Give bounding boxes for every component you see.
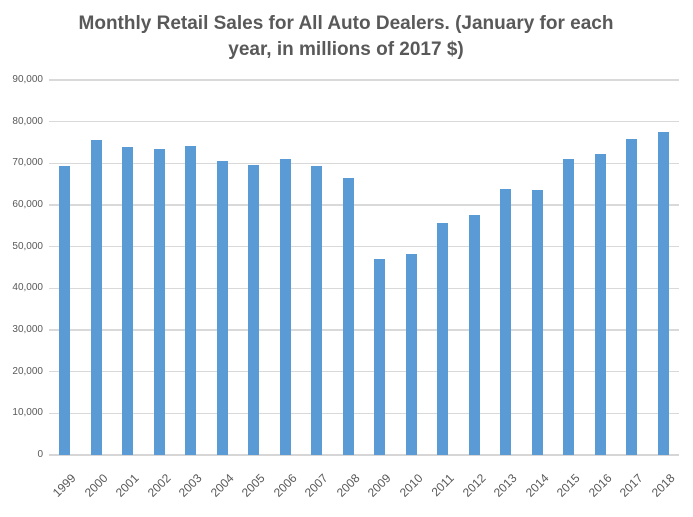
y-tick-label: 30,000 — [12, 324, 43, 335]
bar-2015 — [563, 159, 575, 455]
gridline — [49, 329, 679, 331]
x-tick-label: 2012 — [459, 471, 489, 500]
bar-1999 — [59, 165, 71, 455]
x-tick-label: 2003 — [175, 471, 205, 500]
x-tick-label: 2009 — [364, 471, 394, 500]
bar-2007 — [311, 165, 323, 455]
chart-title: Monthly Retail Sales for All Auto Dealer… — [78, 13, 614, 60]
bar-2001 — [122, 147, 134, 455]
x-tick-label: 2002 — [144, 471, 174, 500]
bar-2005 — [248, 165, 260, 455]
bar-2006 — [279, 159, 291, 455]
y-tick-label: 50,000 — [12, 240, 43, 252]
y-axis: 0 10,000 20,000 30,000 40,000 50,000 60,000 70,… — [0, 74, 44, 460]
x-tick-label: 2017 — [616, 471, 646, 500]
y-tick-label: 0 — [37, 449, 43, 460]
x-tick-label: 2005 — [238, 471, 268, 500]
x-axis: 1999 2000 2001 2002 2003 2004 2005 2006 2007 2008… — [49, 455, 679, 517]
gridline — [49, 79, 679, 81]
bar-2012 — [468, 214, 480, 455]
x-tick-label: 2013 — [490, 471, 520, 500]
x-tick-label: 2006 — [270, 471, 300, 500]
bar-2008 — [342, 177, 354, 455]
bar-2009 — [374, 258, 386, 455]
y-tick-label: 40,000 — [12, 282, 43, 294]
x-axis-line — [49, 454, 679, 456]
y-tick-label: 80,000 — [12, 115, 43, 127]
bar-2010 — [405, 254, 417, 455]
bar-2004 — [216, 160, 228, 455]
x-tick-label: 2008 — [333, 471, 363, 500]
x-tick-label: 2018 — [648, 471, 678, 500]
x-tick-label: 2001 — [112, 471, 142, 500]
plot-area — [49, 79, 679, 456]
bar-2003 — [185, 146, 197, 455]
x-tick-label: 2014 — [522, 471, 552, 500]
x-tick-label: 2011 — [428, 471, 457, 500]
bar-2014 — [531, 190, 543, 455]
x-tick-label: 2004 — [207, 471, 237, 500]
y-tick-label: 70,000 — [12, 157, 43, 169]
gridline — [49, 245, 679, 248]
x-tick-label: 2010 — [396, 471, 426, 500]
x-tick-label: 2015 — [553, 471, 583, 500]
gridline — [49, 412, 679, 415]
bar-2018 — [657, 131, 669, 455]
bar-2000 — [90, 140, 102, 455]
gridline — [49, 370, 679, 373]
y-tick-label: 90,000 — [12, 74, 43, 85]
bar-2011 — [437, 222, 449, 455]
bar-2002 — [153, 149, 165, 455]
y-tick-label: 60,000 — [12, 199, 43, 210]
bar-2016 — [594, 153, 606, 455]
bar-2017 — [626, 139, 638, 455]
gridline — [49, 162, 679, 165]
y-tick-label: 20,000 — [12, 365, 43, 377]
bar-2013 — [500, 189, 512, 455]
x-tick-label: 2007 — [301, 471, 331, 500]
x-tick-label: 1999 — [49, 471, 79, 500]
y-tick-label: 10,000 — [12, 407, 43, 419]
x-tick-label: 2016 — [585, 471, 615, 500]
x-tick-label: 2000 — [81, 471, 111, 500]
gridline — [49, 204, 679, 206]
gridline — [49, 120, 679, 123]
gridline — [49, 287, 679, 290]
